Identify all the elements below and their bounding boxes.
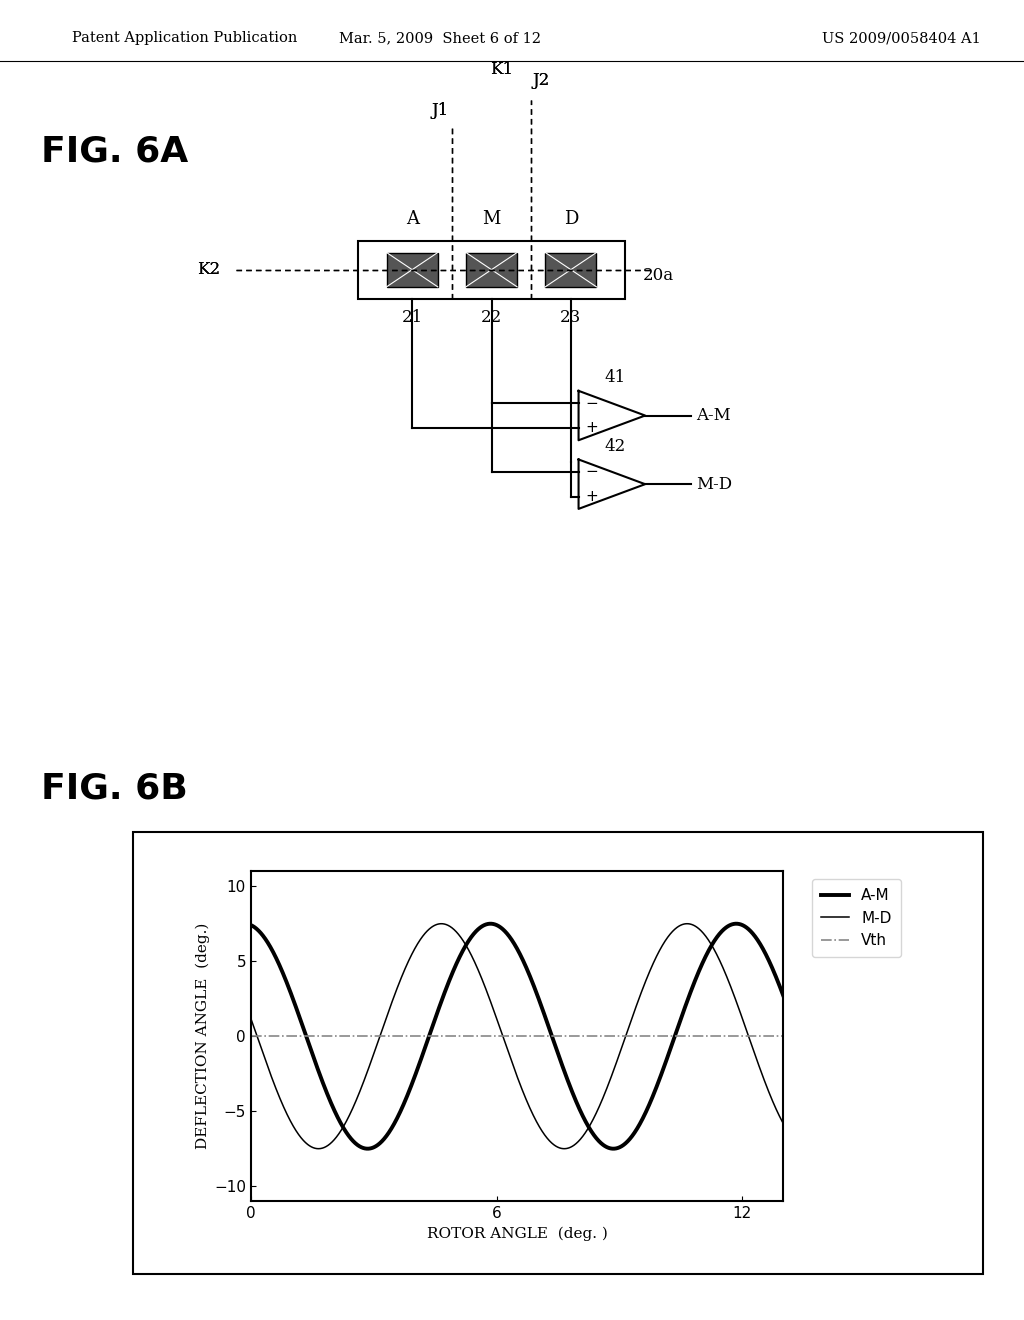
Text: D: D <box>563 210 579 228</box>
M-D <box>762 1084 774 1100</box>
A-M <box>489 917 502 933</box>
Text: −: − <box>586 465 598 479</box>
Text: M-D: M-D <box>696 475 732 492</box>
Vth <box>245 1028 257 1044</box>
Bar <box>466 252 517 286</box>
Text: K2: K2 <box>197 261 220 279</box>
A-M <box>730 916 742 932</box>
X-axis label: ROTOR ANGLE  (deg. ): ROTOR ANGLE (deg. ) <box>427 1226 607 1241</box>
Line: M-D: M-D <box>251 924 783 1148</box>
A-M <box>245 917 257 933</box>
Text: +: + <box>586 488 598 504</box>
Text: K1: K1 <box>490 61 513 78</box>
Text: Mar. 5, 2009  Sheet 6 of 12: Mar. 5, 2009 Sheet 6 of 12 <box>339 32 542 45</box>
Text: K1: K1 <box>490 61 513 78</box>
A-M <box>272 954 285 970</box>
Text: FIG. 6B: FIG. 6B <box>41 772 187 805</box>
A-M <box>762 952 774 968</box>
Text: −: − <box>586 396 598 411</box>
Bar <box>358 240 625 298</box>
Line: A-M: A-M <box>251 924 783 1148</box>
Text: US 2009/0058404 A1: US 2009/0058404 A1 <box>821 32 981 45</box>
M-D <box>245 1011 257 1027</box>
Text: M: M <box>482 210 501 228</box>
Text: 41: 41 <box>604 370 626 385</box>
Y-axis label: DEFLECTION ANGLE  (deg.): DEFLECTION ANGLE (deg.) <box>196 923 210 1150</box>
Text: +: + <box>586 420 598 436</box>
M-D <box>312 1140 325 1156</box>
M-D <box>762 1082 774 1098</box>
Text: 23: 23 <box>560 309 582 326</box>
Text: 20a: 20a <box>643 267 674 284</box>
Text: K2: K2 <box>197 261 220 279</box>
Legend: A-M, M-D, Vth: A-M, M-D, Vth <box>812 879 901 957</box>
Text: Patent Application Publication: Patent Application Publication <box>72 32 297 45</box>
Bar <box>546 252 597 286</box>
A-M <box>607 1140 620 1156</box>
Bar <box>387 252 438 286</box>
A-M <box>777 987 790 1003</box>
Text: J2: J2 <box>532 73 550 90</box>
A-M <box>762 952 774 968</box>
Text: FIG. 6A: FIG. 6A <box>41 135 188 169</box>
Text: A-M: A-M <box>696 407 731 424</box>
Text: 42: 42 <box>604 438 626 454</box>
M-D <box>435 916 447 932</box>
Text: 22: 22 <box>481 309 502 326</box>
A-M <box>665 1041 677 1057</box>
M-D <box>504 1049 516 1065</box>
Vth <box>286 1028 298 1044</box>
M-D <box>665 925 677 941</box>
A-M <box>504 929 516 945</box>
Text: J1: J1 <box>431 102 449 119</box>
Text: J2: J2 <box>532 73 550 90</box>
M-D <box>490 1010 503 1026</box>
Text: 21: 21 <box>401 309 423 326</box>
M-D <box>272 1086 285 1102</box>
Text: A: A <box>406 210 419 228</box>
Text: J1: J1 <box>431 102 449 119</box>
M-D <box>777 1115 790 1131</box>
